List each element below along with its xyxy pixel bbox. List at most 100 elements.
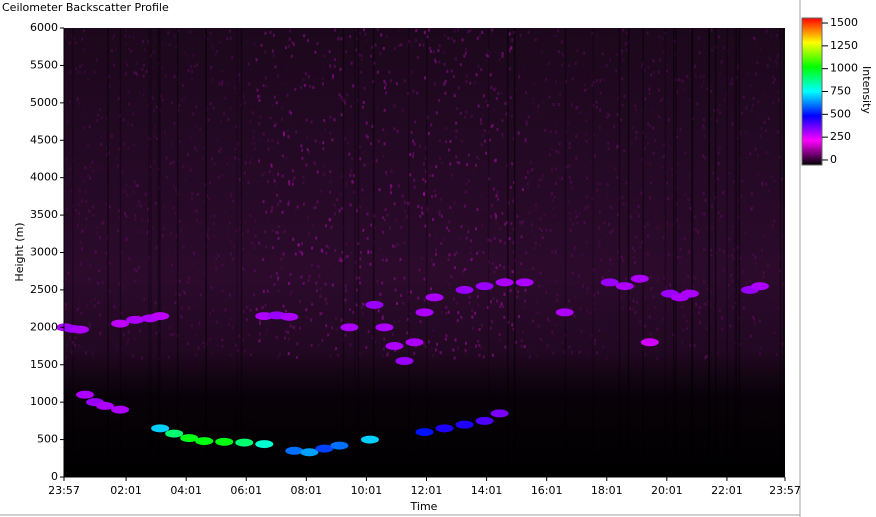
texture-speck xyxy=(629,186,632,190)
texture-speck xyxy=(571,77,574,81)
texture-speck xyxy=(423,298,426,302)
texture-speck xyxy=(356,209,359,213)
texture-speck xyxy=(771,224,774,227)
texture-speck xyxy=(574,210,577,214)
texture-speck xyxy=(242,247,245,251)
texture-speck xyxy=(344,298,347,302)
texture-speck xyxy=(225,81,228,85)
texture-speck xyxy=(749,84,752,88)
texture-speck xyxy=(581,353,583,356)
texture-speck xyxy=(497,92,500,95)
texture-speck xyxy=(700,211,703,215)
texture-speck xyxy=(461,38,464,42)
texture-speck xyxy=(579,178,581,181)
texture-speck xyxy=(490,31,493,35)
texture-speck xyxy=(555,34,558,38)
texture-speck xyxy=(484,207,487,211)
texture-speck xyxy=(545,144,547,147)
texture-speck xyxy=(126,63,129,67)
texture-speck xyxy=(531,168,534,171)
texture-speck xyxy=(516,241,519,245)
texture-speck xyxy=(349,308,351,312)
texture-speck xyxy=(298,316,301,320)
texture-speck xyxy=(277,225,280,229)
texture-speck xyxy=(424,30,427,34)
texture-speck xyxy=(202,341,205,345)
texture-speck xyxy=(397,44,400,48)
texture-speck xyxy=(238,334,241,338)
texture-speck xyxy=(165,235,167,238)
texture-speck xyxy=(294,330,297,334)
texture-speck xyxy=(561,63,563,67)
texture-speck xyxy=(501,211,504,215)
texture-speck xyxy=(625,305,627,308)
texture-speck xyxy=(538,178,541,182)
texture-speck xyxy=(258,98,261,102)
texture-speck xyxy=(600,258,603,262)
texture-speck xyxy=(575,215,578,219)
texture-speck xyxy=(123,220,126,224)
texture-speck xyxy=(183,291,186,295)
texture-speck xyxy=(96,119,99,122)
texture-speck xyxy=(718,219,721,222)
backscatter-cell xyxy=(165,429,184,438)
texture-speck xyxy=(457,28,460,32)
texture-speck xyxy=(616,176,619,180)
texture-speck xyxy=(408,98,411,101)
texture-speck xyxy=(710,253,713,257)
texture-speck xyxy=(707,283,709,287)
texture-speck xyxy=(670,107,673,111)
backscatter-cell xyxy=(235,438,254,447)
texture-speck xyxy=(98,269,101,273)
texture-speck xyxy=(433,82,436,86)
texture-speck xyxy=(81,346,83,349)
texture-speck xyxy=(202,271,205,275)
texture-speck xyxy=(719,85,721,88)
texture-speck xyxy=(321,311,324,315)
texture-speck xyxy=(264,332,267,336)
texture-speck xyxy=(634,235,637,239)
texture-speck xyxy=(638,214,640,218)
texture-speck xyxy=(397,184,400,188)
texture-speck xyxy=(725,93,728,97)
texture-speck xyxy=(705,302,707,306)
texture-speck xyxy=(437,325,440,328)
texture-speck xyxy=(258,339,261,343)
texture-speck xyxy=(82,126,85,130)
texture-speck xyxy=(104,265,107,269)
texture-speck xyxy=(687,259,690,263)
texture-speck xyxy=(682,328,684,332)
texture-speck xyxy=(675,202,678,206)
texture-speck xyxy=(302,202,305,206)
texture-speck xyxy=(507,92,510,96)
texture-speck xyxy=(99,313,101,317)
texture-speck xyxy=(199,221,201,224)
texture-speck xyxy=(115,342,118,346)
texture-speck xyxy=(522,330,524,334)
texture-speck xyxy=(652,295,655,299)
texture-speck xyxy=(561,252,563,255)
texture-speck xyxy=(468,301,471,305)
texture-speck xyxy=(80,311,83,315)
texture-speck xyxy=(177,76,180,80)
texture-speck xyxy=(520,223,523,226)
backscatter-cell xyxy=(195,437,214,446)
texture-speck xyxy=(512,137,515,141)
texture-speck xyxy=(249,120,252,124)
backscatter-cell xyxy=(425,293,444,302)
texture-speck xyxy=(706,328,709,331)
texture-speck xyxy=(636,327,639,331)
texture-speck xyxy=(568,345,571,349)
texture-speck xyxy=(687,275,690,279)
texture-speck xyxy=(218,82,221,86)
texture-speck xyxy=(692,239,694,243)
texture-speck xyxy=(218,149,221,153)
texture-speck xyxy=(764,146,766,149)
texture-speck xyxy=(524,299,526,303)
texture-speck xyxy=(487,54,490,58)
texture-speck xyxy=(382,128,385,132)
texture-speck xyxy=(309,84,312,88)
texture-speck xyxy=(324,258,327,261)
texture-speck xyxy=(752,252,754,256)
texture-speck xyxy=(388,70,391,74)
